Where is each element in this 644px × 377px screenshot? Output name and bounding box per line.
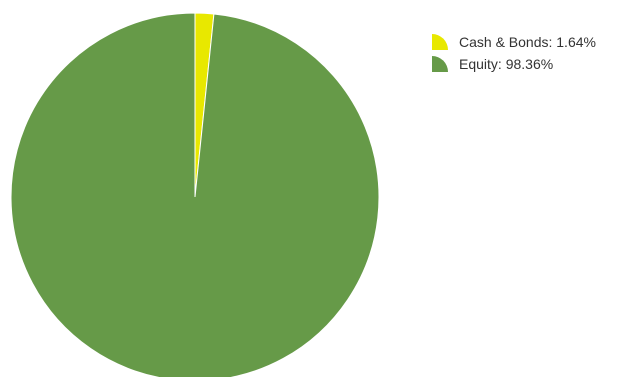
pie-slices: [10, 12, 380, 377]
pie-slice-equity[interactable]: [10, 12, 380, 377]
legend-label-equity: Equity: 98.36%: [459, 56, 553, 72]
legend-swatch-cash-bonds: [432, 34, 448, 50]
legend-label-cash-bonds: Cash & Bonds: 1.64%: [459, 34, 596, 50]
legend-swatch-equity: [432, 56, 448, 72]
legend: Cash & Bonds: 1.64% Equity: 98.36%: [432, 34, 596, 72]
